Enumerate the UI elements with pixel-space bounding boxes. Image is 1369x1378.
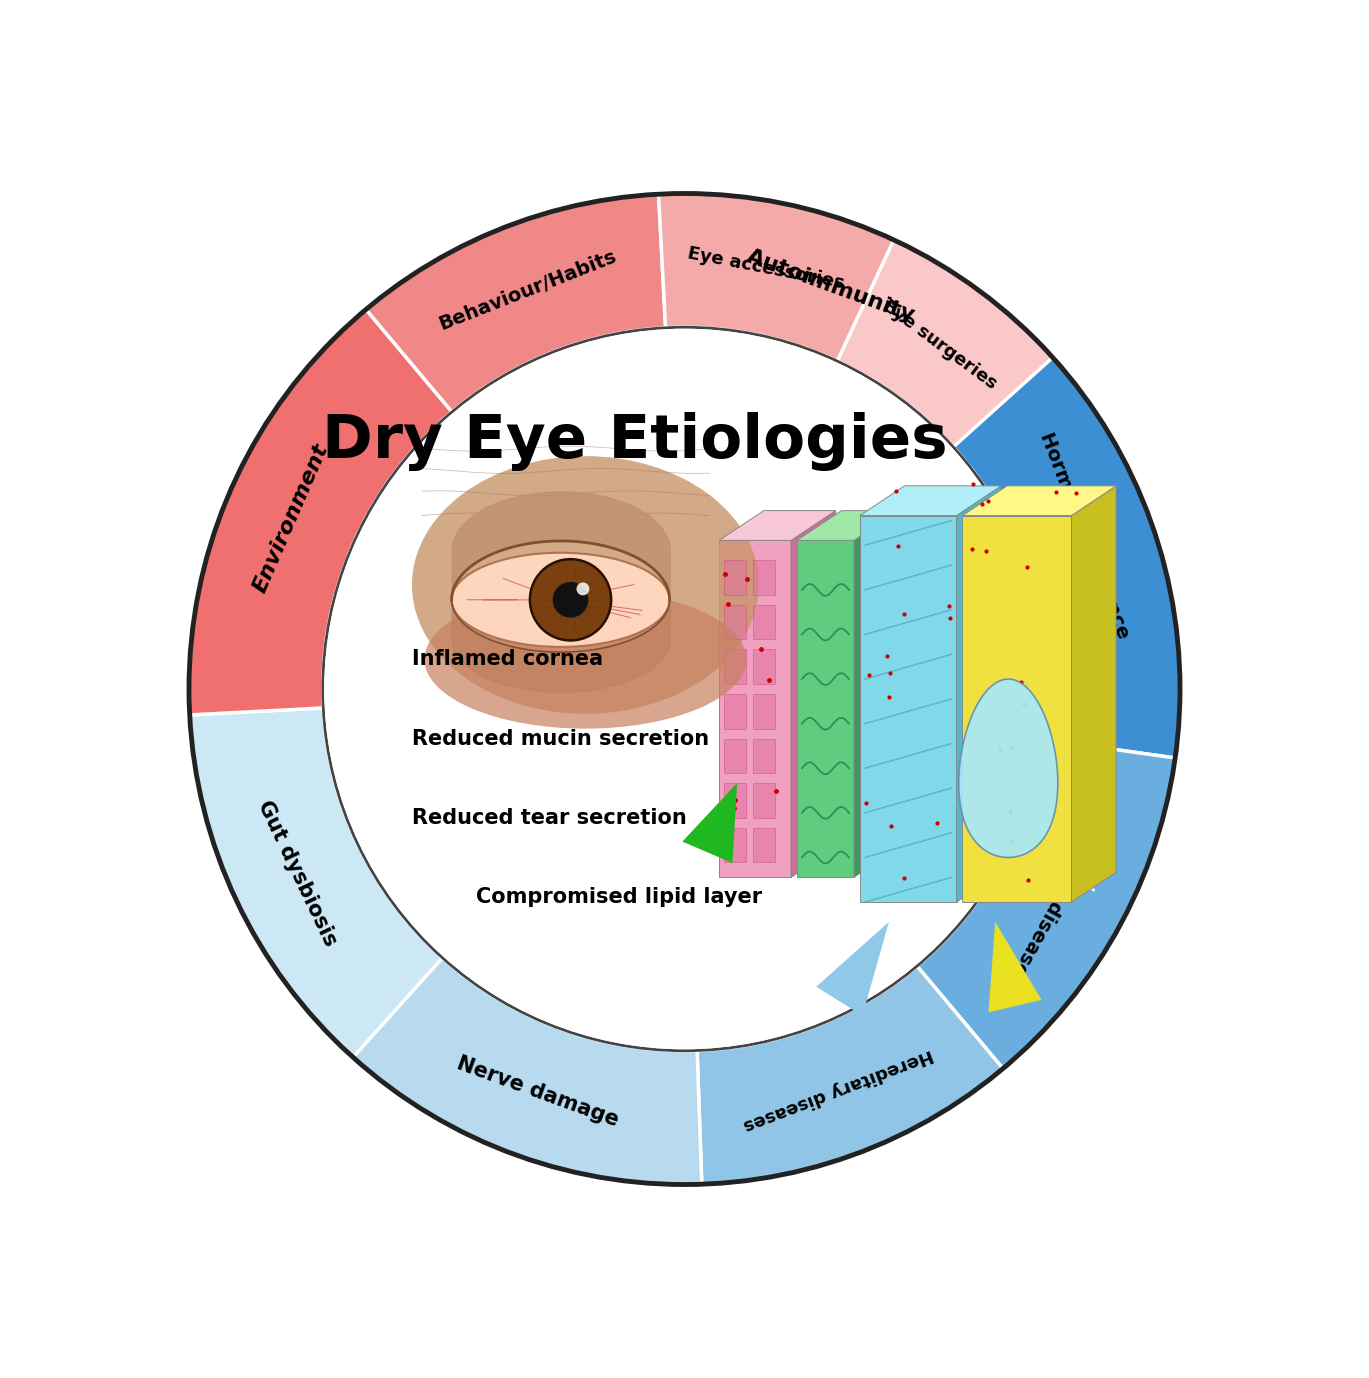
Text: Dry Eye Etiologies: Dry Eye Etiologies bbox=[322, 412, 947, 471]
Text: Inflamed cornea: Inflamed cornea bbox=[412, 649, 604, 670]
Bar bbox=[724, 649, 746, 683]
Ellipse shape bbox=[412, 456, 758, 714]
Ellipse shape bbox=[452, 553, 669, 646]
Text: Behaviour/Habits: Behaviour/Habits bbox=[435, 247, 619, 333]
Polygon shape bbox=[988, 922, 1042, 1013]
Polygon shape bbox=[797, 511, 898, 540]
Text: Hereditary diseases: Hereditary diseases bbox=[741, 1045, 935, 1134]
Wedge shape bbox=[838, 240, 1053, 446]
Wedge shape bbox=[658, 193, 894, 361]
Polygon shape bbox=[797, 540, 854, 878]
Polygon shape bbox=[719, 540, 791, 878]
Polygon shape bbox=[719, 511, 835, 540]
Circle shape bbox=[324, 329, 1045, 1049]
Text: Reduced tear secretion: Reduced tear secretion bbox=[412, 808, 687, 828]
Text: Eye surgeries: Eye surgeries bbox=[879, 296, 1001, 393]
Wedge shape bbox=[684, 193, 1003, 412]
Polygon shape bbox=[791, 511, 835, 878]
Wedge shape bbox=[697, 966, 1003, 1184]
Bar bbox=[753, 739, 775, 773]
Polygon shape bbox=[957, 486, 1001, 903]
Bar bbox=[753, 783, 775, 817]
Bar bbox=[724, 739, 746, 773]
Wedge shape bbox=[366, 194, 665, 412]
Circle shape bbox=[530, 559, 611, 641]
Text: Gut dysbiosis: Gut dysbiosis bbox=[255, 798, 341, 949]
Bar bbox=[724, 605, 746, 639]
Text: Environment: Environment bbox=[251, 441, 333, 595]
Text: Hormone imbalance: Hormone imbalance bbox=[1036, 430, 1134, 641]
Bar bbox=[724, 828, 746, 863]
Polygon shape bbox=[1072, 486, 1116, 903]
Bar bbox=[724, 561, 746, 595]
Polygon shape bbox=[816, 922, 888, 1016]
Wedge shape bbox=[917, 310, 1180, 758]
Text: Compromised lipid layer: Compromised lipid layer bbox=[476, 887, 763, 907]
Text: Eye accessories: Eye accessories bbox=[686, 244, 846, 292]
Polygon shape bbox=[958, 679, 1058, 857]
Wedge shape bbox=[189, 310, 452, 715]
Circle shape bbox=[553, 582, 589, 617]
Polygon shape bbox=[860, 486, 1001, 515]
Text: Systemic diseases: Systemic diseases bbox=[1002, 805, 1117, 989]
Polygon shape bbox=[962, 486, 1116, 515]
Bar bbox=[753, 695, 775, 729]
Text: Nerve damage: Nerve damage bbox=[455, 1053, 622, 1130]
Bar bbox=[753, 649, 775, 683]
Polygon shape bbox=[682, 783, 737, 863]
Text: Autoimmunity: Autoimmunity bbox=[745, 247, 919, 327]
Circle shape bbox=[323, 328, 1046, 1050]
Polygon shape bbox=[962, 515, 1072, 903]
Ellipse shape bbox=[424, 590, 746, 729]
Bar bbox=[753, 561, 775, 595]
Bar bbox=[724, 783, 746, 817]
Circle shape bbox=[576, 583, 590, 595]
Wedge shape bbox=[353, 958, 702, 1185]
Polygon shape bbox=[854, 511, 898, 878]
Wedge shape bbox=[917, 740, 1175, 1068]
Text: Reduced mucin secretion: Reduced mucin secretion bbox=[412, 729, 709, 748]
Polygon shape bbox=[860, 515, 957, 903]
Bar bbox=[724, 695, 746, 729]
Bar bbox=[753, 605, 775, 639]
Bar bbox=[753, 828, 775, 863]
Wedge shape bbox=[190, 708, 442, 1057]
